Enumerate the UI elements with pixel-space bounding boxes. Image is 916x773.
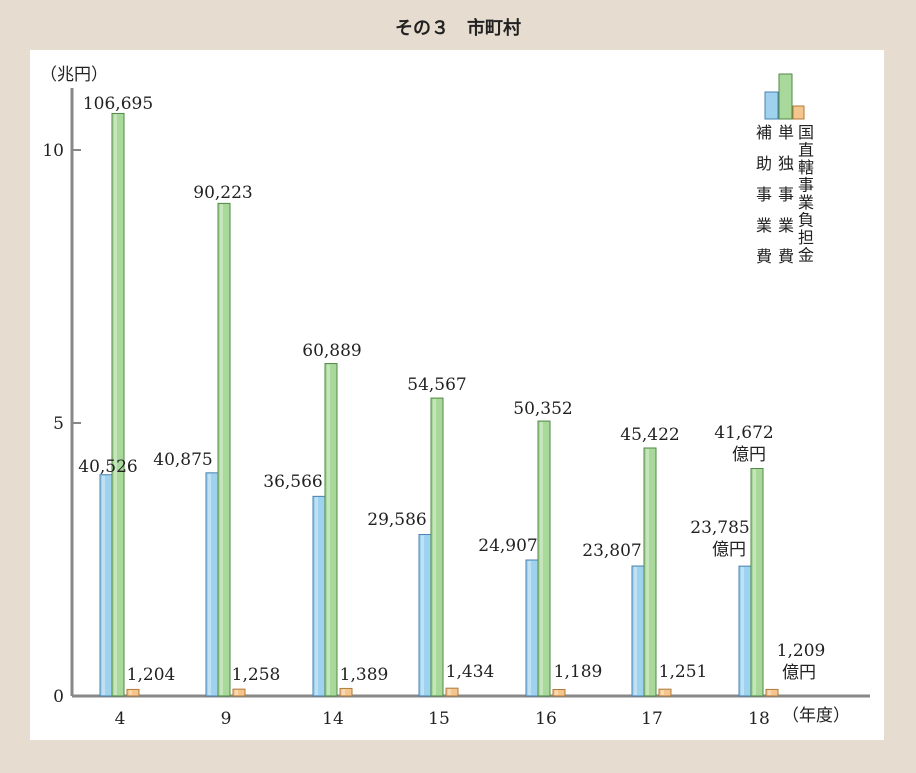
bar [537, 420, 551, 697]
bar-highlight [448, 689, 451, 695]
bar-highlight [114, 114, 117, 695]
bar [339, 687, 353, 697]
data-label: 40,875 [153, 450, 212, 470]
bar-highlight [421, 535, 424, 695]
data-label: 40,526 [78, 457, 137, 477]
bar [552, 689, 566, 697]
x-tick-label: 16 [535, 709, 557, 729]
bar-highlight [528, 561, 531, 695]
bar-highlight [741, 567, 744, 695]
bar [217, 202, 231, 697]
bar [658, 688, 672, 697]
legend-swatch-direct [792, 105, 805, 120]
bar [312, 495, 326, 697]
bar-highlight [220, 204, 223, 695]
data-label: 29,586 [367, 510, 426, 530]
unit-label: 億円 [712, 540, 746, 560]
bar [738, 565, 752, 697]
bar [631, 565, 645, 697]
x-tick-label: 18 [748, 709, 770, 729]
bar-highlight [433, 399, 436, 695]
legend-label-direct: 国直轄事業負担金 [798, 123, 814, 265]
bar-highlight [634, 567, 637, 695]
unit-label: 億円 [782, 663, 816, 683]
bar [445, 687, 459, 697]
data-label: 1,189 [554, 662, 603, 682]
bar-highlight [661, 690, 664, 695]
legend-label-independent: 単独事業費 [778, 123, 794, 266]
bar-highlight [753, 469, 756, 695]
legend-label-subsidy: 補助事業費 [756, 123, 772, 266]
x-axis-label: （年度） [782, 706, 850, 726]
data-label: 90,223 [193, 183, 252, 203]
bar [750, 467, 764, 697]
bar-highlight [129, 690, 132, 695]
x-tick-label: 4 [115, 709, 126, 729]
bar [418, 533, 432, 697]
y-tick-label: 0 [53, 687, 64, 707]
bar [126, 688, 140, 697]
x-tick-label: 17 [641, 709, 663, 729]
bar [111, 112, 125, 697]
bar-highlight [555, 690, 558, 695]
bar-highlight [342, 689, 345, 695]
unit-label: 億円 [732, 445, 766, 465]
data-label: 50,352 [513, 399, 572, 419]
bar [205, 472, 219, 697]
legend-swatch-subsidy [764, 91, 779, 120]
bar [324, 363, 338, 697]
data-label: 41,672 [714, 423, 773, 443]
bar [430, 397, 444, 697]
legend-swatch-independent [778, 73, 793, 120]
bar-highlight [327, 364, 330, 695]
bar [643, 447, 657, 697]
bar-highlight [768, 690, 771, 695]
data-label: 36,566 [263, 472, 322, 492]
data-label: 24,907 [478, 536, 537, 556]
x-tick-label: 9 [221, 709, 232, 729]
data-label: 1,251 [659, 662, 708, 682]
bar [765, 688, 779, 697]
bar [525, 559, 539, 697]
y-tick-label: 10 [42, 141, 64, 161]
data-label: 60,889 [302, 341, 361, 361]
y-axis-label: （兆円） [40, 65, 108, 85]
data-label: 23,785 [690, 518, 749, 538]
y-tick-label: 5 [53, 414, 64, 434]
bar-highlight [208, 473, 211, 695]
bar [99, 474, 113, 697]
data-label: 1,209 [777, 641, 826, 661]
bar-highlight [102, 475, 105, 695]
bar [232, 688, 246, 697]
bar-highlight [646, 448, 649, 695]
data-label: 23,807 [582, 541, 641, 561]
data-label: 1,204 [127, 665, 176, 685]
x-tick-label: 14 [322, 709, 344, 729]
data-label: 1,434 [446, 662, 495, 682]
bar-highlight [235, 690, 238, 695]
data-label: 1,258 [232, 665, 281, 685]
data-label: 45,422 [620, 425, 679, 445]
x-tick-label: 15 [428, 709, 450, 729]
chart-title: その３ 市町村 [395, 18, 521, 39]
data-label: 1,389 [340, 665, 389, 685]
bar-highlight [315, 497, 318, 695]
bar-highlight [540, 422, 543, 695]
data-label: 106,695 [83, 94, 153, 114]
data-label: 54,567 [407, 375, 466, 395]
